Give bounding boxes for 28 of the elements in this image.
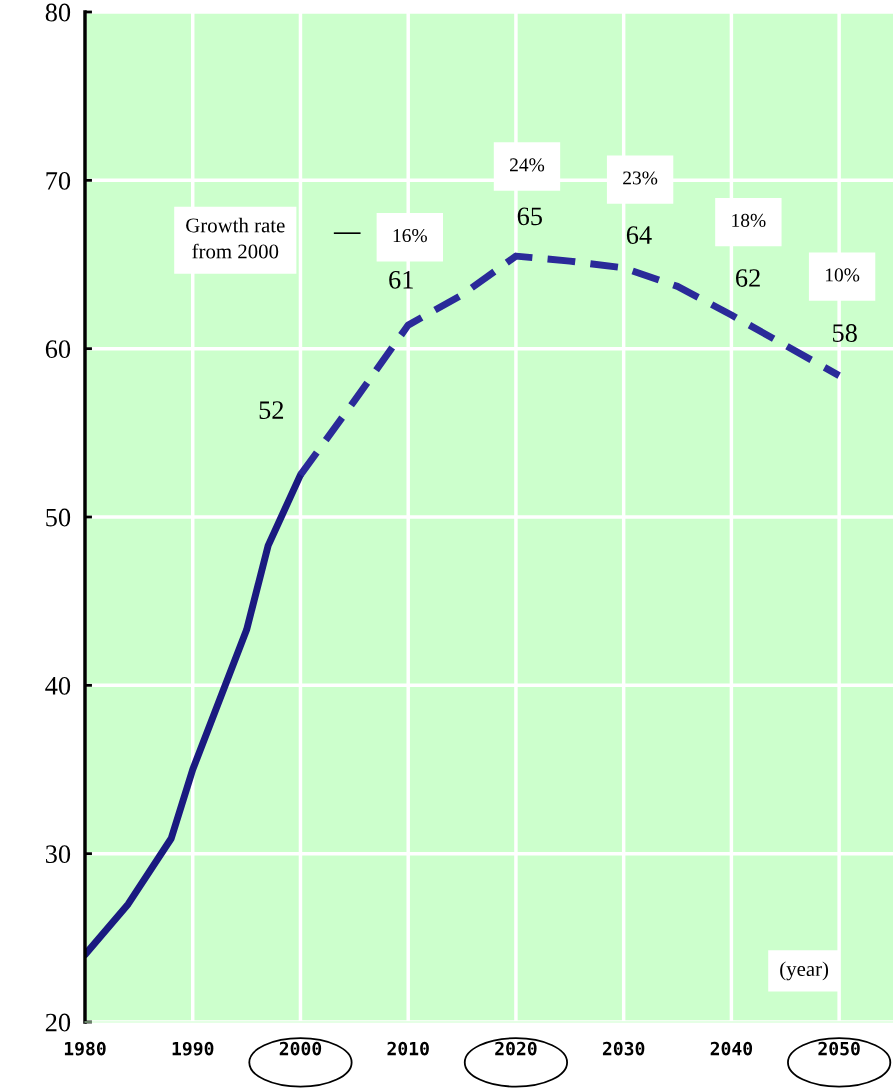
x-tick-label: 2020 [495,1041,537,1056]
y-tick-label: 80 [45,3,71,22]
x-tick-label: 2010 [387,1041,429,1056]
annotation: 23% [623,171,658,185]
annotation: 16% [393,228,427,243]
y-tick-label: 30 [45,845,71,864]
x-tick-label: 1980 [64,1041,106,1056]
annotation: 10% [825,268,860,282]
y-tick-label: 60 [45,340,71,359]
x-axis-title: (year) [780,961,829,981]
x-tick-label: 2050 [818,1041,860,1056]
x-tick-label: 2040 [710,1041,753,1056]
annotation: Growth rate from 2000 [186,217,285,259]
annotation: 64 [626,226,652,244]
annotation: 18% [732,213,766,228]
x-tick-label: 1990 [172,1041,214,1056]
annotation: 61 [389,270,413,289]
annotation: 52 [259,401,284,420]
x-tick-label: 2030 [602,1041,645,1056]
annotation: 62 [736,269,760,287]
y-tick-label: 50 [46,508,71,527]
annotation: 58 [833,324,857,342]
y-tick-label: 20 [45,1013,71,1032]
y-tick-label: 40 [45,676,71,695]
x-tick-label: 2000 [279,1041,322,1056]
y-tick-label: 70 [46,171,71,190]
annotation: 24% [510,158,545,172]
annotation: 65 [517,207,542,226]
